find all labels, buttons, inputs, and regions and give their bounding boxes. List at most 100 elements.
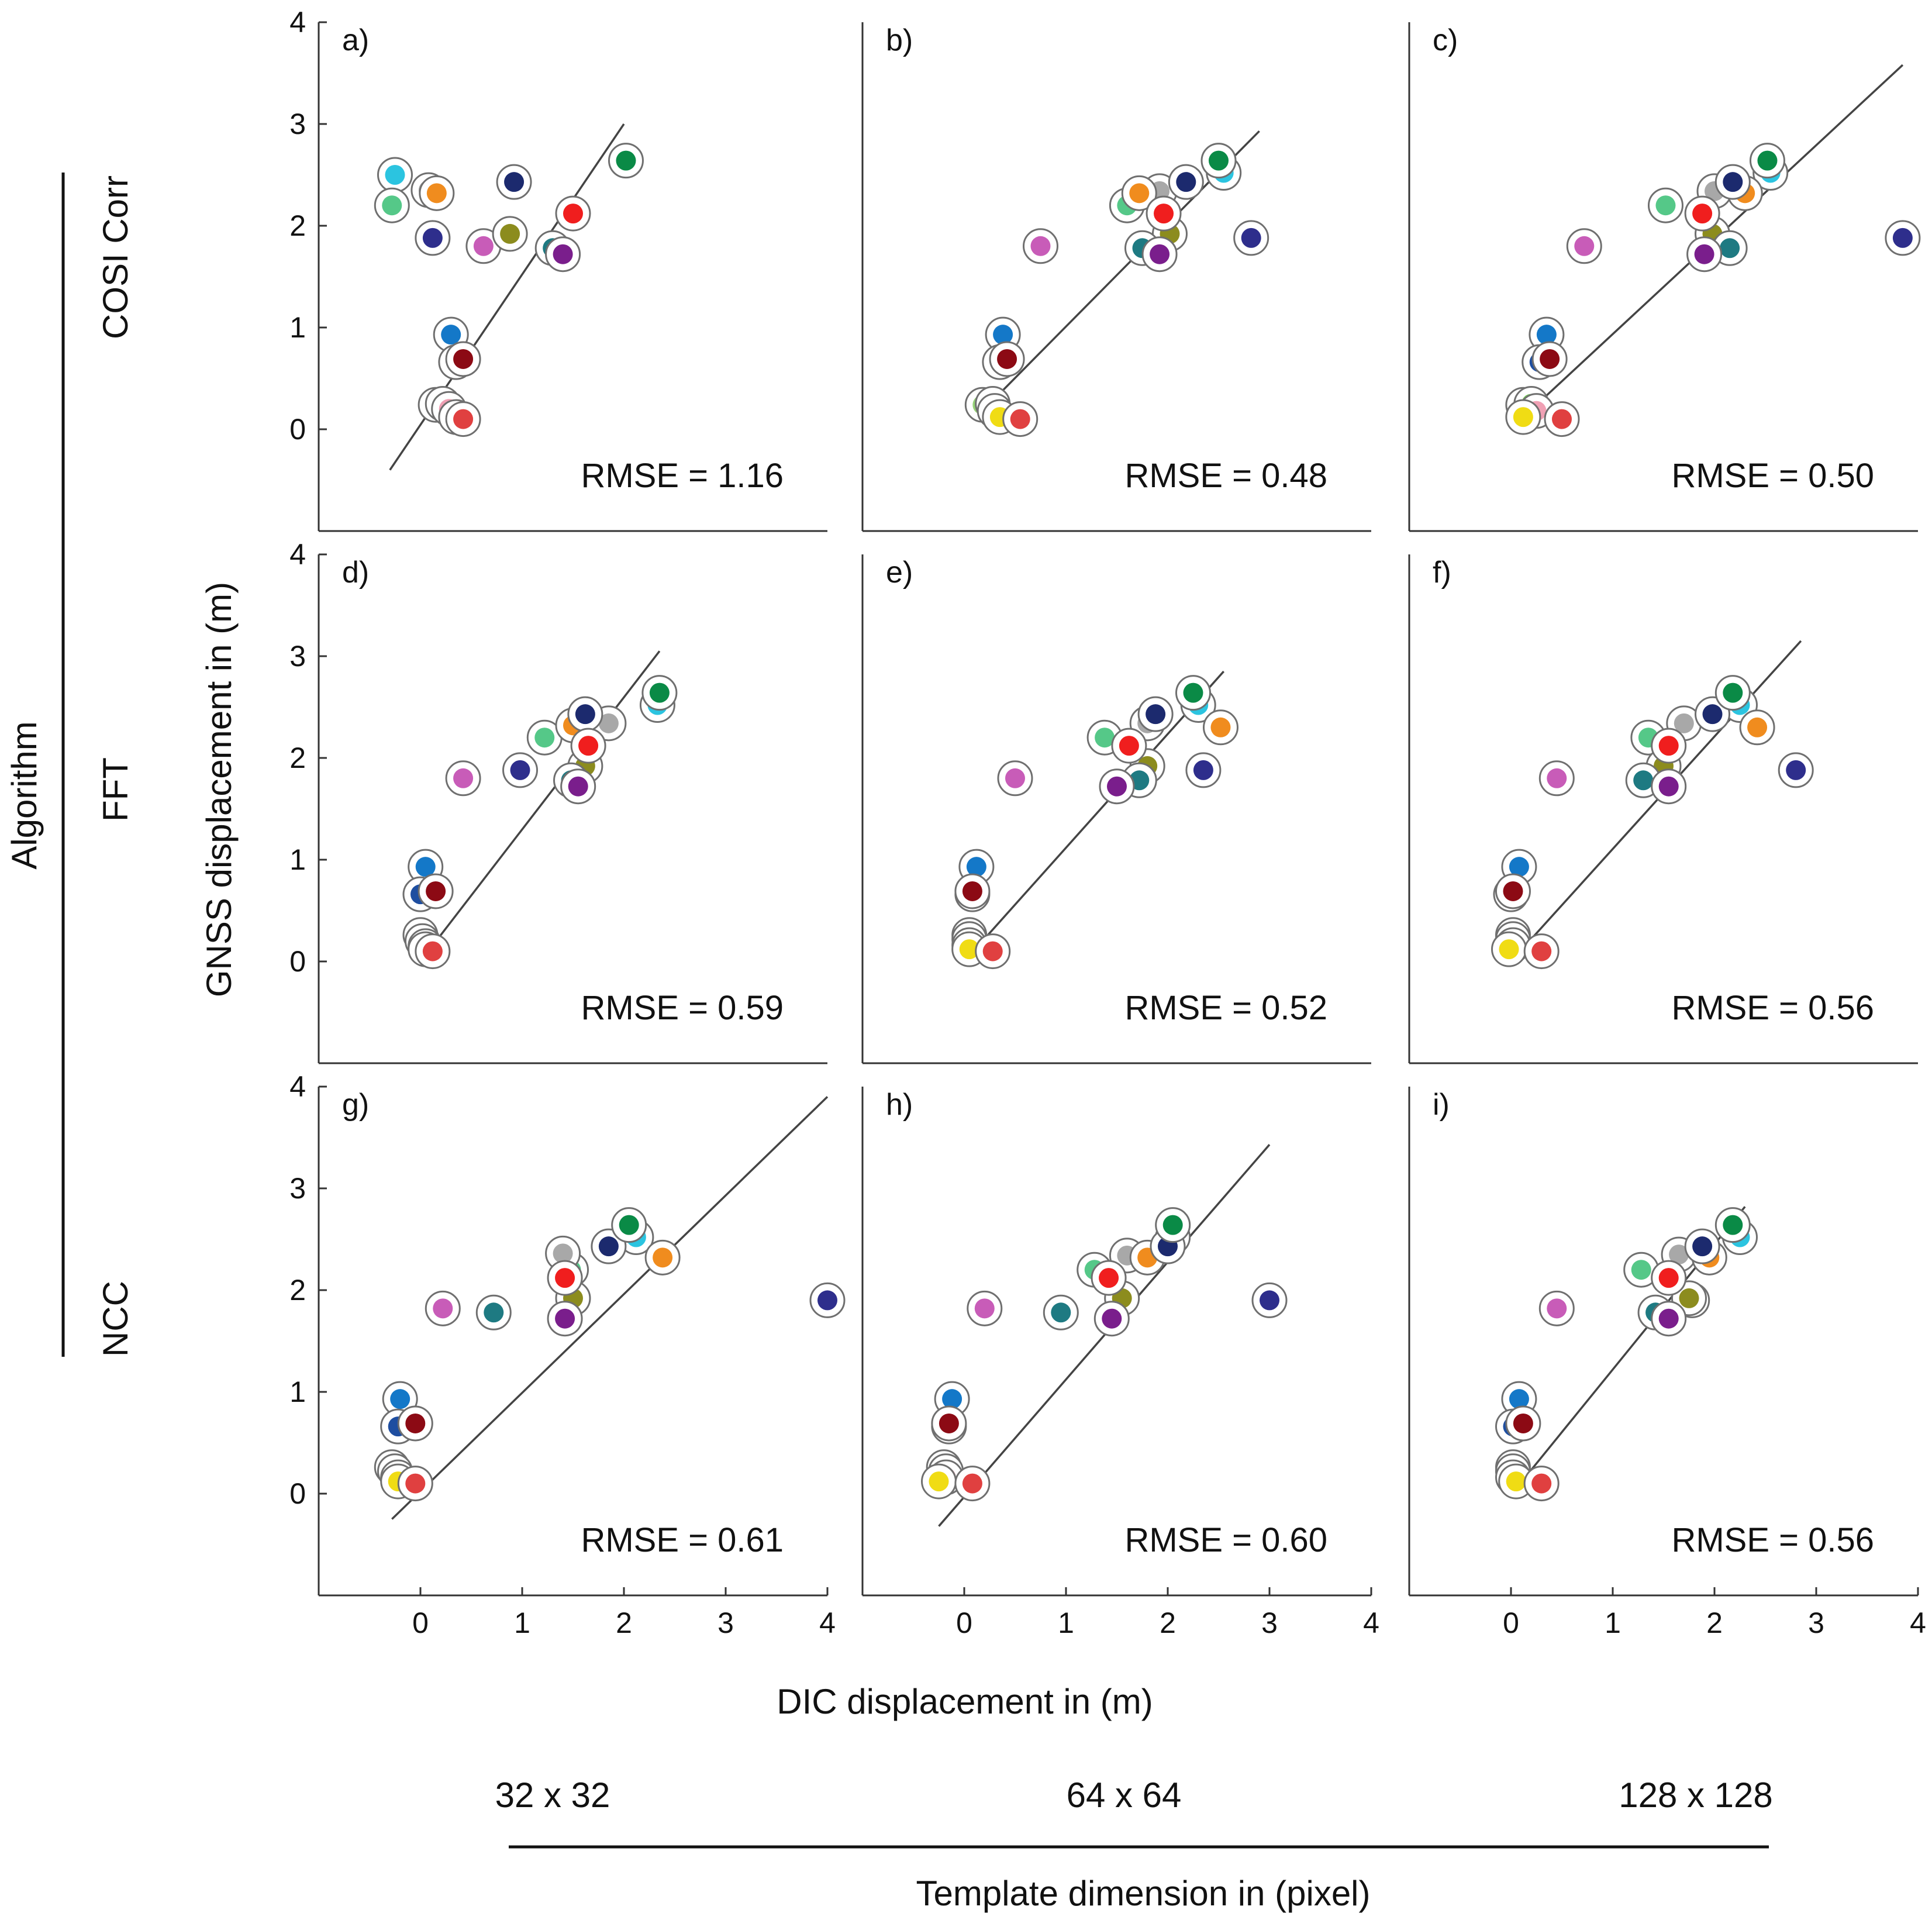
data-point: [939, 1413, 959, 1433]
data-point: [1241, 227, 1261, 248]
data-point: [1692, 204, 1713, 224]
data-point: [1176, 172, 1196, 192]
data-point: [1892, 227, 1913, 248]
panel-label: e): [886, 556, 913, 590]
panel-e: e) RMSE = 0.52: [861, 554, 1371, 1064]
data-point: [453, 768, 474, 788]
panel-label: b): [886, 23, 913, 57]
data-point: [1095, 728, 1115, 748]
x-tick-label: 2: [616, 1607, 632, 1639]
data-point: [441, 325, 461, 345]
x-tick-label: 1: [514, 1607, 530, 1639]
y-tick-label: 1: [289, 843, 306, 876]
rmse-annotation: RMSE = 0.61: [581, 1521, 784, 1559]
data-point: [1658, 1268, 1679, 1288]
data-point: [415, 857, 436, 877]
data-point: [1658, 1308, 1679, 1329]
x-tick-label: 4: [819, 1607, 836, 1639]
data-point: [929, 1471, 949, 1492]
data-point: [1503, 881, 1523, 901]
y-tick-label: 3: [289, 1172, 306, 1205]
data-point: [1499, 939, 1519, 960]
data-point: [1674, 713, 1694, 733]
data-point: [433, 1298, 453, 1319]
data-point: [817, 1290, 837, 1311]
y-tick-label: 2: [289, 742, 306, 774]
rmse-annotation: RMSE = 0.48: [1124, 457, 1327, 495]
data-point: [504, 172, 525, 192]
data-point: [453, 409, 474, 429]
x-tick-label: 4: [1910, 1607, 1926, 1639]
data-point: [1107, 776, 1127, 797]
data-point: [390, 1389, 410, 1409]
fit-line: [419, 650, 661, 963]
data-point: [1658, 736, 1679, 756]
data-point: [422, 227, 443, 248]
data-point: [616, 150, 636, 171]
x-axis-title: DIC displacement in (m): [777, 1682, 1153, 1721]
y-tick-label: 0: [289, 413, 306, 446]
y-tick-label: 1: [289, 311, 306, 344]
data-point: [993, 325, 1013, 345]
row-label-fft: FFT: [96, 757, 135, 822]
data-point: [1509, 857, 1529, 877]
x-tick-label: 4: [1363, 1607, 1379, 1639]
data-point: [1552, 409, 1572, 429]
data-point: [598, 1236, 619, 1257]
y-tick-label: 4: [289, 1070, 306, 1103]
data-point: [1030, 236, 1051, 256]
x-tick-label: 1: [1605, 1607, 1621, 1639]
data-point: [1536, 325, 1557, 345]
y-tick-label: 0: [289, 945, 306, 978]
panel-i: 0 1 2 3 4 i) RMSE = 0.56: [1408, 1087, 1926, 1639]
row-label-ncc: NCC: [96, 1281, 135, 1357]
data-point: [555, 1308, 575, 1329]
data-point: [649, 682, 670, 703]
data-point: [426, 183, 447, 204]
data-point: [966, 857, 986, 877]
data-point: [1574, 236, 1595, 256]
y-tick-label: 4: [289, 6, 306, 39]
panel-b: b) RMSE = 0.48: [861, 22, 1371, 532]
data-point: [575, 704, 595, 725]
rmse-annotation: RMSE = 0.56: [1671, 989, 1874, 1027]
data-point: [426, 881, 446, 901]
data-point: [1531, 1473, 1552, 1494]
data-point: [1633, 770, 1654, 791]
rmse-annotation: RMSE = 0.52: [1124, 989, 1327, 1027]
column-group-title: Template dimension in (pixel): [916, 1874, 1370, 1913]
data-point: [1210, 717, 1231, 737]
x-tick-label: 1: [1058, 1607, 1074, 1639]
data-point: [382, 195, 402, 216]
data-point: [1702, 704, 1723, 725]
data-point: [974, 1298, 995, 1319]
x-tick-label: 3: [717, 1607, 734, 1639]
x-tick-label: 3: [1261, 1607, 1278, 1639]
rmse-annotation: RMSE = 0.59: [581, 989, 784, 1027]
y-tick-label: 3: [289, 640, 306, 673]
data-point: [1531, 941, 1552, 961]
data-point: [568, 776, 588, 797]
panel-c: c) RMSE = 0.50: [1408, 22, 1921, 532]
data-point: [982, 941, 1003, 961]
panel-label: f): [1433, 556, 1451, 590]
data-point: [510, 760, 530, 780]
data-point: [422, 941, 443, 961]
y-tick-label: 4: [289, 538, 306, 571]
data-point: [1146, 704, 1166, 725]
data-point: [1723, 172, 1743, 192]
y-axis-title: GNSS displacement in (m): [199, 582, 239, 997]
data-point: [1658, 776, 1679, 797]
data-point: [1051, 1302, 1071, 1323]
rmse-annotation: RMSE = 0.60: [1124, 1521, 1327, 1559]
data-point: [962, 1473, 982, 1494]
panel-label: h): [886, 1088, 913, 1122]
data-point: [1679, 1288, 1699, 1308]
x-tick-label: 0: [1503, 1607, 1519, 1639]
y-tick-label: 1: [289, 1376, 306, 1408]
data-point: [1513, 407, 1533, 428]
panel-label: i): [1433, 1088, 1450, 1122]
data-point: [484, 1302, 504, 1323]
data-point: [598, 713, 619, 733]
